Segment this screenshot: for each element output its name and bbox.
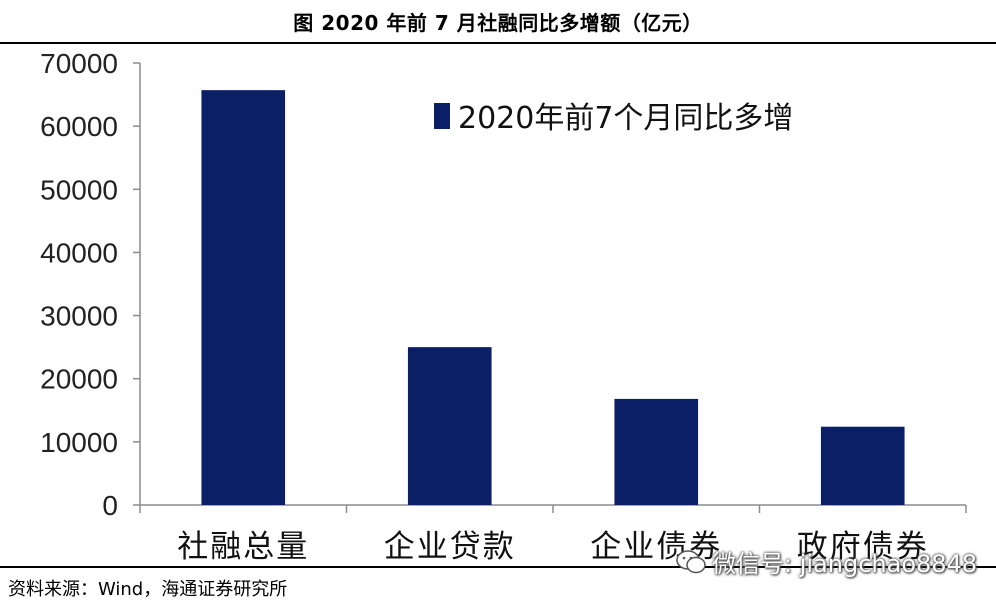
chart-title-bar: 图 2020 年前 7 月社融同比多增额（亿元） [0, 0, 996, 44]
watermark: 微信号: jiangchao8848 [676, 544, 977, 579]
chart-title: 图 2020 年前 7 月社融同比多增额（亿元） [293, 10, 703, 35]
x-tick-label: 社融总量 [177, 529, 309, 565]
y-tick-label: 10000 [40, 427, 118, 458]
bar [407, 347, 492, 505]
x-tick-label: 政府债券 [797, 529, 929, 565]
y-tick-label: 70000 [40, 48, 118, 79]
wechat-icon [676, 549, 706, 573]
watermark-text: 微信号: jiangchao8848 [712, 550, 978, 578]
y-tick-label: 60000 [40, 111, 118, 142]
y-tick-label: 40000 [40, 237, 118, 268]
legend-label: 2020年前7个月同比多增 [458, 101, 793, 136]
y-tick-label: 30000 [40, 301, 118, 332]
source-note: 资料来源：Wind，海通证券研究所 [8, 579, 288, 600]
bar [820, 426, 905, 505]
y-tick-label: 0 [102, 490, 118, 521]
bar [614, 398, 699, 505]
legend-swatch [434, 103, 450, 129]
source-bar: 资料来源：Wind，海通证券研究所 [0, 566, 996, 607]
y-tick-label: 20000 [40, 364, 118, 395]
x-tick-label: 企业贷款 [384, 529, 516, 565]
y-tick-label: 50000 [40, 174, 118, 205]
bar [201, 90, 286, 505]
